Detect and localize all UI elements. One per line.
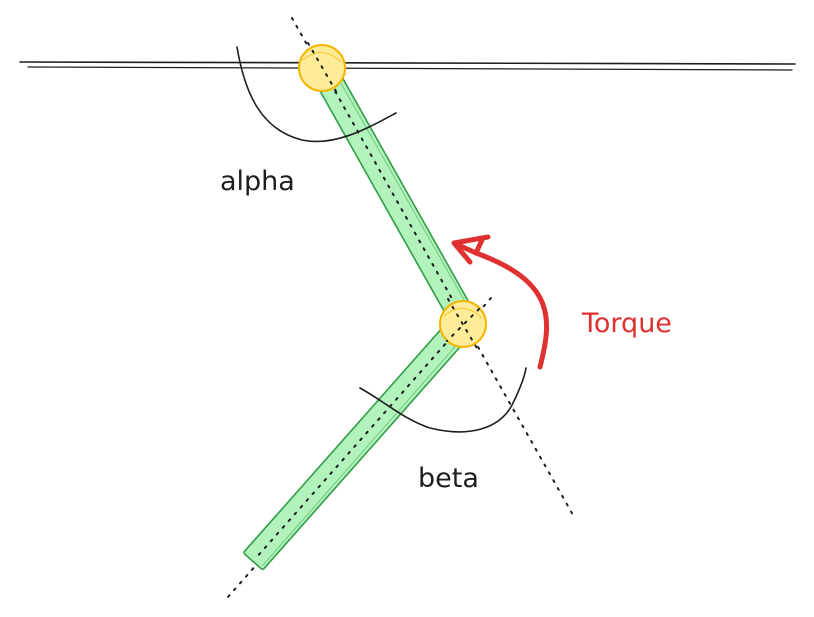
torque-arrow [451,234,550,370]
axis-extension-lines [227,17,574,598]
beta-angle-arc [359,367,527,433]
top-pivot-joint [298,42,346,94]
alpha-label: alpha [220,166,295,197]
ceiling-line [19,61,796,71]
alpha-angle-arc [236,46,397,143]
upper-link [307,56,479,332]
torque-label: Torque [581,308,672,339]
elbow-joint [439,298,487,351]
beta-label: beta [418,463,479,494]
lower-link [243,309,479,571]
